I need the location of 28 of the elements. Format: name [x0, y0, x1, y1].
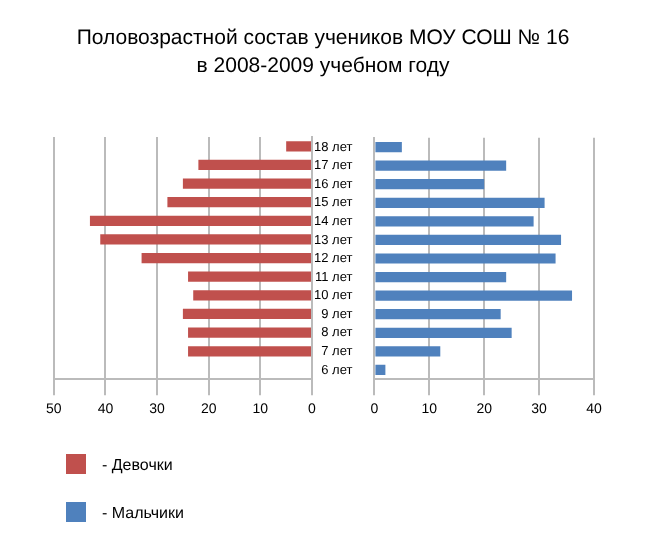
bar: [375, 179, 485, 190]
bar: [375, 271, 507, 283]
bar: [193, 290, 311, 301]
bar: [188, 327, 311, 338]
bar: [375, 327, 512, 338]
bar: [375, 346, 441, 357]
bar: [100, 234, 311, 245]
legend-label: - Мальчики: [102, 503, 184, 521]
bar: [182, 178, 311, 189]
bar: [375, 216, 534, 227]
bar: [141, 252, 311, 264]
bar: [375, 234, 562, 246]
chart-title: Половозрастной состав учеников МОУ СОШ № 16 в 2008-2009 учебном году: [74, 24, 572, 80]
bar: [375, 253, 556, 264]
bar: [182, 308, 311, 320]
bar: [188, 346, 311, 357]
bar: [375, 197, 545, 208]
bar: [375, 141, 402, 153]
bar: [167, 197, 311, 208]
legend-label: - Девочки: [102, 455, 173, 473]
bar: [286, 141, 311, 152]
bar: [375, 160, 507, 171]
bar: [198, 159, 311, 171]
bar: [188, 271, 311, 282]
bar: [375, 309, 501, 320]
bar: [89, 215, 311, 226]
bar: [375, 290, 573, 301]
bar: [375, 364, 386, 376]
